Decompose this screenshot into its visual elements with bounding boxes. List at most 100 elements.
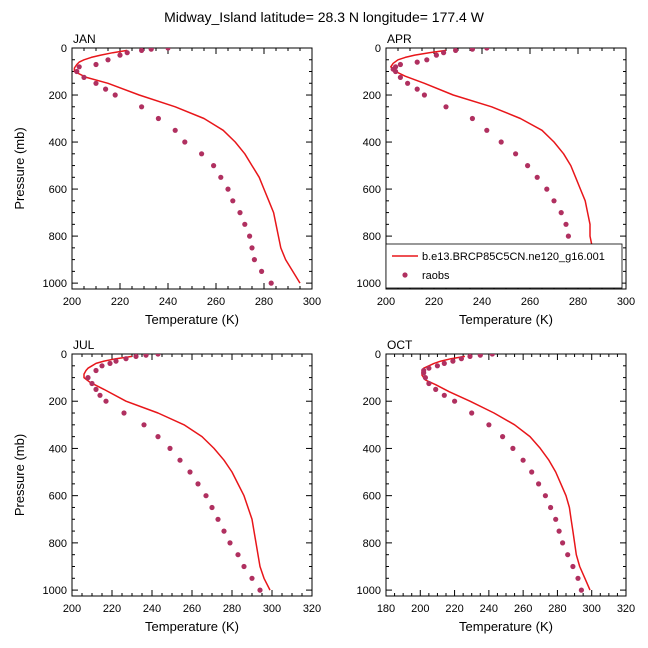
obs-point-jul <box>249 575 255 581</box>
x-tick-label-apr: 200 <box>377 296 395 308</box>
y-tick-label-oct: 1000 <box>357 585 381 597</box>
obs-point-jan <box>237 210 243 216</box>
obs-point-oct <box>477 354 483 358</box>
obs-point-jan <box>148 48 154 52</box>
x-axis-title-oct: Temperature (K) <box>459 619 553 634</box>
y-tick-label-jan: 600 <box>49 184 67 196</box>
obs-point-apr <box>414 59 420 65</box>
obs-point-oct <box>560 540 566 546</box>
obs-point-apr <box>414 86 420 92</box>
obs-point-jan <box>139 104 145 110</box>
x-tick-label-jan: 260 <box>207 296 225 308</box>
obs-point-apr <box>484 48 490 51</box>
obs-point-oct <box>441 360 447 366</box>
x-tick-label-jul: 220 <box>103 603 121 615</box>
obs-point-apr <box>469 48 475 52</box>
obs-point-oct <box>529 469 535 475</box>
obs-point-jul <box>241 563 247 570</box>
obs-point-oct <box>500 434 506 440</box>
obs-point-jul <box>99 363 105 369</box>
obs-point-oct <box>450 358 456 364</box>
obs-point-oct <box>542 493 549 499</box>
obs-point-jan <box>230 198 236 204</box>
x-tick-label-jul: 200 <box>63 603 81 615</box>
obs-point-oct <box>536 481 542 487</box>
x-tick-label-jul: 320 <box>303 603 321 615</box>
x-tick-label-oct: 240 <box>480 603 498 615</box>
obs-point-oct <box>578 587 585 593</box>
obs-point-apr <box>513 151 519 157</box>
legend-model-label: b.e13.BRCP85C5CN.ne120_g16.001 <box>422 251 605 263</box>
obs-point-apr <box>498 139 504 145</box>
obs-point-apr <box>443 104 449 110</box>
panel-apr: 200 220 240 260 280 300 0 200 400 600 800 1000 APR Te… <box>357 32 636 327</box>
plot-area-oct <box>421 354 591 593</box>
legend-box <box>385 243 623 289</box>
obs-point-jul <box>167 445 173 451</box>
obs-point-jul <box>177 457 183 463</box>
obs-point-apr <box>551 198 557 204</box>
plot-area-jul <box>83 354 271 593</box>
obs-point-apr <box>469 115 475 122</box>
obs-point-jan <box>112 92 118 98</box>
obs-point-oct <box>433 386 439 392</box>
obs-point-oct <box>469 410 475 416</box>
x-tick-label-oct: 280 <box>548 603 566 615</box>
obs-point-apr <box>544 186 550 192</box>
obs-point-apr <box>525 163 531 169</box>
obs-point-jan <box>105 57 111 63</box>
obs-point-apr <box>421 92 427 98</box>
obs-point-jul <box>133 354 139 359</box>
y-tick-label-jul: 1000 <box>43 585 67 597</box>
obs-point-apr <box>405 80 411 86</box>
obs-point-jan <box>93 61 99 68</box>
y-tick-label-oct: 600 <box>363 491 381 503</box>
obs-point-jul <box>203 493 209 499</box>
obs-point-jul <box>93 386 99 392</box>
plot-frame-oct <box>385 353 627 597</box>
model-line-oct <box>421 355 591 591</box>
model-line-jul <box>83 355 271 591</box>
plot-area-apr <box>390 48 606 286</box>
x-axis-title-jul: Temperature (K) <box>145 619 239 634</box>
x-tick-label-oct: 320 <box>617 603 635 615</box>
panel-jan: 200 220 240 260 280 300 0 200 400 600 800 1000 JAN Te… <box>12 32 321 327</box>
obs-point-jul <box>155 434 161 440</box>
x-tick-label-jul: 280 <box>223 603 241 615</box>
obs-point-apr <box>393 68 399 75</box>
obs-point-jan <box>218 174 224 180</box>
obs-point-jul <box>227 540 233 546</box>
obs-point-jul <box>113 358 119 364</box>
x-tick-label-oct: 180 <box>377 603 395 615</box>
obs-point-apr <box>453 48 459 53</box>
y-tick-label-oct: 800 <box>363 538 381 550</box>
y-tick-label-apr: 600 <box>363 184 381 196</box>
obs-point-jul <box>187 469 193 475</box>
obs-point-jan <box>124 50 130 56</box>
x-tick-label-apr: 280 <box>569 296 587 308</box>
obs-point-oct <box>458 356 464 362</box>
obs-point-jul <box>141 422 147 428</box>
obs-point-oct <box>553 516 559 522</box>
obs-point-apr <box>397 74 403 80</box>
obs-point-apr <box>424 57 430 63</box>
obs-point-oct <box>421 370 427 376</box>
obs-point-jul <box>123 356 129 362</box>
y-axis-title-jan: Pressure (mb) <box>12 127 27 209</box>
obs-point-oct <box>575 575 581 581</box>
obs-point-oct <box>452 398 458 404</box>
obs-point-jul <box>103 398 109 404</box>
y-tick-label-jul: 0 <box>61 349 67 361</box>
obs-point-jan <box>81 74 87 80</box>
obs-point-jan <box>103 86 109 92</box>
y-tick-label-jan: 200 <box>49 90 67 102</box>
obs-point-jan <box>251 257 257 263</box>
obs-point-jan <box>155 115 161 122</box>
plot-frame-jul <box>71 353 313 597</box>
obs-point-jan <box>139 48 145 53</box>
y-tick-label-jul: 600 <box>49 491 67 503</box>
obs-point-jul <box>235 552 241 558</box>
model-line-apr <box>390 49 606 284</box>
obs-point-jul <box>89 380 95 387</box>
